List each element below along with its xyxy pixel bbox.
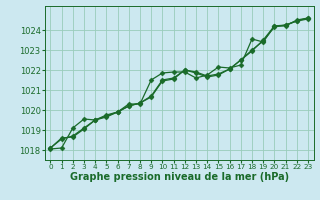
X-axis label: Graphe pression niveau de la mer (hPa): Graphe pression niveau de la mer (hPa): [70, 172, 289, 182]
